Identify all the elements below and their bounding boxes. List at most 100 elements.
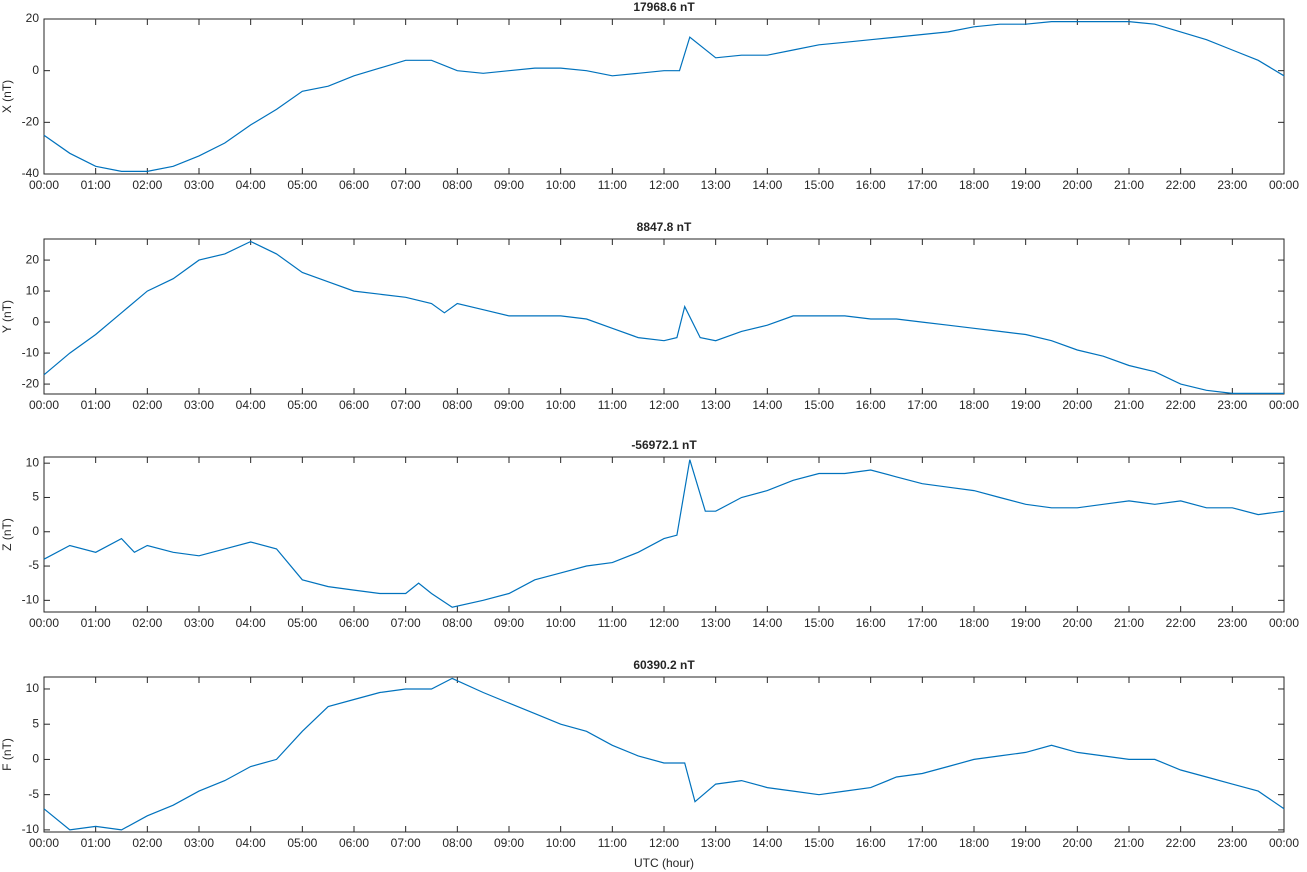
x-tick-label: 06:00	[339, 836, 369, 850]
x-tick-label: 11:00	[598, 398, 627, 412]
y-tick-label: 10	[26, 455, 40, 469]
x-tick-label: 20:00	[1062, 836, 1092, 850]
x-tick-label: 01:00	[81, 616, 111, 630]
x-tick-label: 03:00	[184, 616, 214, 630]
x-tick-label: 13:00	[701, 178, 731, 192]
x-tick-label: 12:00	[649, 398, 679, 412]
x-tick-label: 22:00	[1166, 616, 1196, 630]
x-tick-label: 23:00	[1217, 398, 1247, 412]
x-tick-label: 13:00	[701, 616, 731, 630]
x-tick-label: 08:00	[442, 616, 472, 630]
x-tick-label: 11:00	[598, 616, 627, 630]
x-tick-label: 12:00	[649, 178, 679, 192]
y-tick-label: -20	[22, 115, 40, 129]
y-tick-label: -20	[22, 376, 40, 390]
y-tick-label: 10	[26, 283, 40, 297]
x-tick-label: 00:00	[1269, 836, 1299, 850]
x-tick-label: 02:00	[132, 178, 162, 192]
x-tick-label: 17:00	[907, 836, 937, 850]
x-tick-label: 17:00	[907, 398, 937, 412]
x-tick-label: 11:00	[598, 836, 627, 850]
axes-box	[43, 456, 1285, 613]
x-tick-label: 19:00	[1011, 836, 1041, 850]
x-tick-label: 00:00	[29, 398, 59, 412]
x-tick-label: 07:00	[391, 178, 421, 192]
x-tick-label: 19:00	[1011, 616, 1041, 630]
y-tick-label: 5	[32, 490, 39, 504]
x-tick-label: 06:00	[339, 178, 369, 192]
x-tick-label: 11:00	[598, 178, 627, 192]
x-tick-label: 14:00	[752, 398, 782, 412]
x-tick-label: 07:00	[391, 836, 421, 850]
x-tick-label: 05:00	[287, 178, 317, 192]
y-tick-label: 20	[26, 11, 40, 25]
y-tick-label: -10	[22, 593, 40, 607]
x-tick-label: 15:00	[804, 178, 834, 192]
x-tick-label: 16:00	[856, 836, 886, 850]
x-tick-label: 20:00	[1062, 616, 1092, 630]
x-tick-label: 04:00	[236, 836, 266, 850]
y-axis-label: Z (nT)	[0, 518, 14, 551]
x-tick-label: 14:00	[752, 178, 782, 192]
x-tick-label: 22:00	[1166, 398, 1196, 412]
x-tick-label: 05:00	[287, 398, 317, 412]
x-tick-label: 09:00	[494, 836, 524, 850]
x-tick-label: 01:00	[81, 836, 111, 850]
x-axis-label: UTC (hour)	[634, 856, 694, 870]
x-tick-label: 09:00	[494, 178, 524, 192]
chart-title: -56972.1 nT	[631, 438, 697, 452]
x-tick-label: 16:00	[856, 616, 886, 630]
x-tick-label: 21:00	[1114, 616, 1144, 630]
x-tick-label: 23:00	[1217, 616, 1247, 630]
x-tick-label: 03:00	[184, 836, 214, 850]
x-tick-label: 13:00	[701, 836, 731, 850]
x-tick-label: 16:00	[856, 398, 886, 412]
x-tick-label: 00:00	[1269, 178, 1299, 192]
x-tick-label: 23:00	[1217, 178, 1247, 192]
y-tick-label: 0	[32, 524, 39, 538]
y-tick-label: -40	[22, 166, 40, 180]
x-tick-label: 10:00	[546, 398, 576, 412]
x-tick-label: 12:00	[649, 836, 679, 850]
y-tick-label: -10	[22, 345, 40, 359]
x-tick-label: 00:00	[29, 178, 59, 192]
x-tick-label: 04:00	[236, 616, 266, 630]
x-tick-label: 00:00	[29, 836, 59, 850]
x-tick-label: 06:00	[339, 616, 369, 630]
data-line	[43, 21, 1285, 172]
y-axis-label: X (nT)	[0, 80, 14, 113]
y-tick-label: 0	[32, 752, 39, 766]
x-tick-label: 21:00	[1114, 836, 1144, 850]
x-tick-label: 19:00	[1011, 398, 1041, 412]
x-tick-label: 19:00	[1011, 178, 1041, 192]
x-tick-label: 00:00	[1269, 616, 1299, 630]
x-tick-label: 01:00	[81, 178, 111, 192]
x-tick-label: 13:00	[701, 398, 731, 412]
x-tick-label: 08:00	[442, 836, 472, 850]
y-tick-label: 0	[32, 314, 39, 328]
x-tick-label: 14:00	[752, 616, 782, 630]
x-tick-label: 18:00	[959, 836, 989, 850]
x-tick-label: 09:00	[494, 616, 524, 630]
x-tick-label: 15:00	[804, 836, 834, 850]
x-tick-label: 08:00	[442, 178, 472, 192]
x-tick-label: 10:00	[546, 836, 576, 850]
x-tick-label: 22:00	[1166, 836, 1196, 850]
chart-title: 8847.8 nT	[637, 220, 692, 234]
x-tick-label: 20:00	[1062, 178, 1092, 192]
x-tick-label: 02:00	[132, 836, 162, 850]
x-tick-label: 21:00	[1114, 178, 1144, 192]
x-tick-label: 00:00	[1269, 398, 1299, 412]
x-tick-label: 02:00	[132, 398, 162, 412]
chart-title: 60390.2 nT	[633, 658, 695, 672]
x-tick-label: 20:00	[1062, 398, 1092, 412]
x-tick-label: 02:00	[132, 616, 162, 630]
y-tick-label: 10	[26, 681, 40, 695]
data-line	[43, 677, 1285, 831]
y-tick-label: 20	[26, 252, 40, 266]
x-tick-label: 10:00	[546, 178, 576, 192]
y-axis-label: Y (nT)	[0, 300, 14, 333]
x-tick-label: 23:00	[1217, 836, 1247, 850]
chart-title: 17968.6 nT	[633, 0, 695, 14]
